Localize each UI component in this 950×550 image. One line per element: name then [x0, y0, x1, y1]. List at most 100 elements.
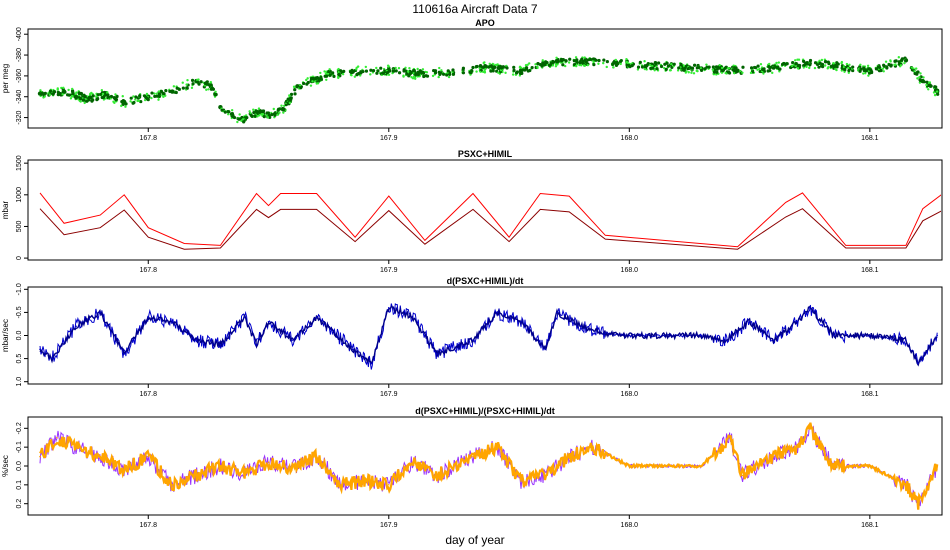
data-point	[605, 60, 609, 64]
y-tick-label: -320	[16, 110, 23, 124]
data-point	[106, 93, 110, 97]
x-tick-label: 168.1	[861, 522, 879, 529]
data-point	[315, 75, 319, 80]
data-point-halo	[227, 113, 230, 116]
data-point-halo	[843, 70, 846, 73]
data-point-halo	[280, 104, 283, 107]
series-line-1	[39, 192, 941, 248]
data-point-halo	[554, 62, 558, 66]
data-point	[602, 58, 606, 62]
data-point-halo	[276, 113, 279, 116]
data-point	[252, 110, 256, 115]
data-point	[219, 343, 222, 346]
data-point-halo	[230, 109, 234, 112]
x-tick-label: 167.8	[139, 391, 157, 398]
data-point	[611, 62, 615, 66]
data-point	[219, 465, 222, 467]
data-point-halo	[355, 66, 358, 69]
data-point-halo	[323, 70, 326, 73]
data-point-halo	[580, 64, 583, 67]
data-point-halo	[690, 71, 693, 74]
data-point	[936, 465, 938, 467]
data-point	[142, 94, 147, 98]
data-point-halo	[190, 86, 194, 90]
data-point	[245, 115, 249, 120]
data-point	[794, 62, 798, 66]
data-point	[614, 63, 619, 67]
data-point	[784, 62, 788, 66]
data-point	[817, 65, 821, 69]
data-point	[561, 63, 565, 67]
data-point	[544, 348, 546, 351]
data-point-halo	[802, 66, 805, 69]
data-point-halo	[518, 66, 522, 69]
data-point-halo	[922, 76, 925, 79]
data-point-halo	[840, 60, 844, 64]
data-point	[288, 96, 293, 101]
data-point-halo	[406, 70, 410, 73]
data-point	[664, 67, 668, 71]
data-point	[267, 461, 270, 464]
data-point	[293, 88, 297, 92]
data-point	[572, 62, 577, 67]
data-point	[936, 92, 940, 96]
data-point	[802, 63, 806, 67]
data-point	[619, 58, 623, 63]
data-point	[851, 65, 855, 69]
data-point-halo	[775, 61, 778, 65]
data-point-halo	[387, 73, 391, 76]
x-tick-label: 167.8	[139, 135, 157, 142]
data-point-halo	[893, 63, 896, 67]
data-point	[369, 68, 373, 72]
data-point	[265, 111, 269, 115]
data-point-halo	[771, 71, 774, 75]
data-point	[226, 109, 230, 114]
y-tick-label: 0	[16, 256, 23, 260]
data-point	[71, 91, 75, 96]
data-point	[568, 455, 570, 458]
data-point-halo	[524, 64, 528, 67]
data-point	[885, 66, 889, 70]
data-point	[636, 65, 641, 69]
data-point	[299, 86, 303, 90]
data-point-halo	[150, 96, 153, 100]
data-point	[185, 86, 189, 90]
data-point	[832, 65, 837, 69]
data-point	[421, 71, 426, 75]
data-point	[867, 71, 872, 75]
data-point	[580, 57, 584, 61]
data-point	[772, 455, 775, 458]
data-point	[280, 107, 285, 111]
data-point	[291, 467, 294, 469]
panel-title: APO	[475, 18, 495, 28]
data-point	[332, 74, 336, 79]
data-point-halo	[241, 118, 245, 121]
y-tick-label: 1000	[16, 187, 23, 203]
data-point	[412, 68, 416, 73]
data-point-halo	[437, 75, 440, 79]
data-point-halo	[511, 73, 515, 76]
data-point	[355, 72, 359, 76]
plot-frame	[27, 28, 943, 129]
data-point	[700, 334, 703, 337]
data-point-halo	[324, 72, 328, 75]
data-point-halo	[375, 66, 378, 70]
data-point-halo	[534, 63, 537, 66]
x-tick-label: 167.9	[380, 135, 398, 142]
data-point	[39, 348, 41, 351]
data-point	[253, 114, 257, 118]
data-point	[324, 74, 329, 78]
data-point-halo	[741, 71, 744, 74]
data-point	[412, 461, 414, 464]
data-point-halo	[720, 66, 724, 70]
y-tick-label: -0.1	[16, 441, 23, 453]
data-point-halo	[341, 72, 345, 76]
data-point	[331, 71, 335, 75]
data-point	[199, 80, 203, 84]
data-point	[150, 91, 154, 95]
figure-title: 110616a Aircraft Data 7	[412, 2, 538, 16]
data-point-halo	[762, 72, 765, 75]
data-point	[847, 68, 851, 73]
data-point	[416, 73, 420, 77]
data-point-halo	[172, 85, 176, 88]
